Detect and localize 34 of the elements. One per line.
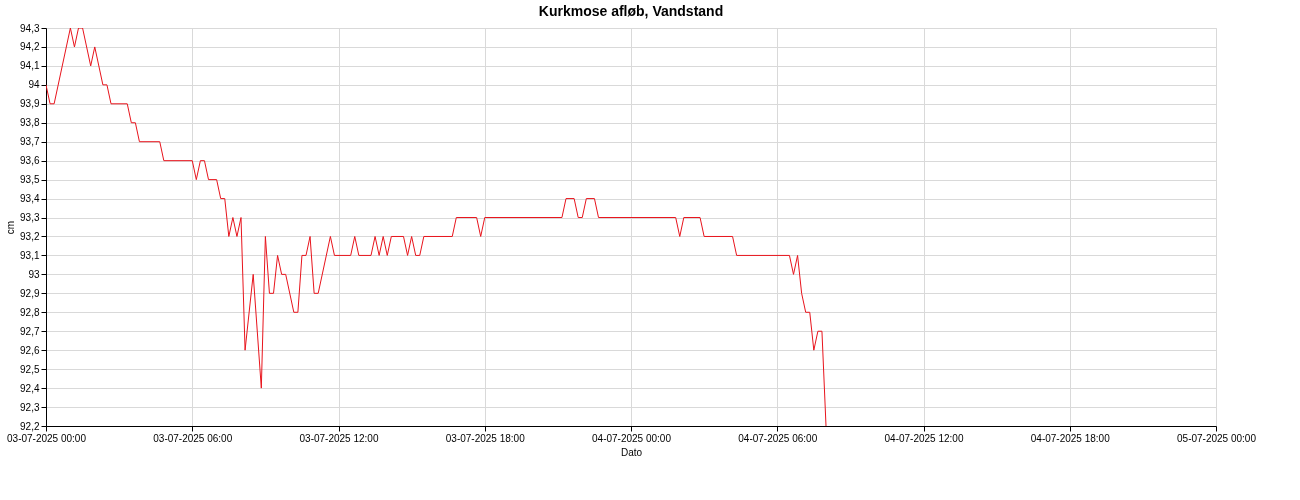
- y-tick-label: 94,1: [20, 60, 40, 72]
- x-tick-label: 03-07-2025 06:00: [153, 432, 233, 444]
- y-tick-label: 93,3: [20, 212, 40, 224]
- y-tick-label: 92,3: [20, 401, 40, 413]
- y-tick-label: 93,2: [20, 230, 40, 242]
- y-tick-label: 92,5: [20, 363, 40, 375]
- y-tick-label: 93,6: [20, 155, 40, 167]
- y-tick-label: 92,4: [20, 382, 40, 394]
- x-axis-title: Dato: [620, 446, 643, 458]
- y-tick-label: 92,6: [20, 344, 40, 356]
- y-tick-label: 92,7: [20, 325, 40, 337]
- y-tick-label: 93,8: [20, 117, 40, 129]
- y-tick-label: 93,1: [20, 249, 40, 261]
- chart-title: Kurkmose afløb, Vandstand: [538, 3, 724, 19]
- y-tick-label: 94,3: [20, 22, 40, 34]
- x-tick-label: 03-07-2025 12:00: [299, 432, 379, 444]
- x-tick-label: 04-07-2025 12:00: [884, 432, 964, 444]
- x-tick-label: 03-07-2025 18:00: [445, 432, 526, 444]
- y-tick-label: 94,2: [20, 41, 40, 53]
- y-tick-label: 94: [28, 79, 40, 91]
- y-tick-label: 93,7: [20, 136, 40, 148]
- x-tick-label: 04-07-2025 06:00: [738, 432, 818, 444]
- y-tick-label: 92,9: [20, 287, 40, 299]
- x-tick-label: 04-07-2025 18:00: [1030, 432, 1111, 444]
- y-axis-title: cm: [5, 220, 17, 235]
- y-tick-label: 93,9: [20, 98, 40, 110]
- y-tick-label: 92,8: [20, 306, 40, 318]
- y-tick-label: 93,5: [20, 174, 40, 186]
- x-tick-label: 05-07-2025 00:00: [1177, 432, 1257, 444]
- y-tick-label: 93: [28, 268, 40, 280]
- x-tick-label: 03-07-2025 00:00: [7, 432, 87, 444]
- y-tick-label: 93,4: [20, 193, 40, 205]
- y-tick-label: 92,2: [20, 420, 40, 432]
- x-tick-label: 04-07-2025 00:00: [592, 432, 672, 444]
